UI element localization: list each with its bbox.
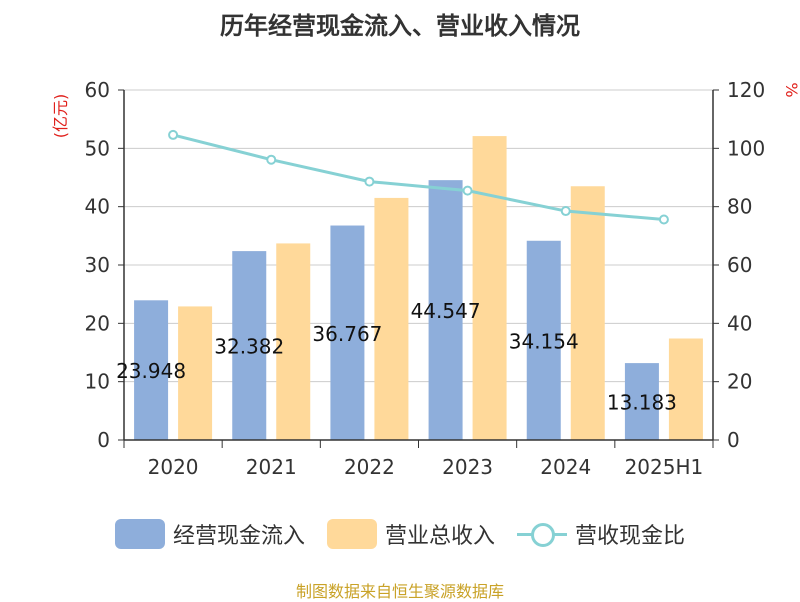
x-tick-label: 2022 (344, 455, 395, 479)
legend-item-revenue[interactable]: 营业总收入 (326, 518, 495, 550)
left-axis-unit: (亿元) (51, 94, 70, 139)
ratio-point (560, 206, 571, 217)
right-tick-label: 80 (727, 195, 752, 219)
left-tick-label: 20 (85, 311, 110, 335)
bar-revenue (178, 306, 213, 440)
bar-revenue (276, 243, 311, 440)
legend-label-revenue: 营业总收入 (384, 524, 495, 549)
bar-revenue (472, 136, 507, 441)
right-tick-label: 100 (727, 136, 765, 160)
bar-revenue (374, 197, 409, 440)
bar-cash-inflow (134, 300, 169, 440)
legend-swatch-ratio (517, 519, 567, 549)
legend-item-cash-inflow[interactable]: 经营现金流入 (114, 518, 305, 550)
data-label-cash-inflow: 36.767 (312, 322, 382, 346)
data-label-cash-inflow: 44.547 (411, 299, 481, 323)
x-tick-label: 2024 (540, 455, 591, 479)
x-tick-label: 2021 (246, 455, 297, 479)
ratio-point (364, 176, 375, 187)
ratio-line (168, 129, 669, 225)
bar-cash-inflow (232, 251, 267, 440)
x-tick-label: 2025H1 (625, 455, 704, 479)
bar-revenue (570, 186, 605, 440)
right-tick-label: 120 (727, 78, 765, 102)
left-tick-label: 10 (85, 370, 110, 394)
ratio-point (168, 129, 179, 140)
left-tick-label: 40 (85, 195, 110, 219)
left-tick-label: 0 (97, 428, 110, 452)
x-tick-label: 2023 (442, 455, 493, 479)
left-tick-label: 50 (85, 136, 110, 160)
legend: 经营现金流入 营业总收入 营收现金比 (0, 518, 800, 550)
legend-swatch-cash-inflow (114, 519, 165, 549)
ratio-point (658, 214, 669, 225)
right-tick-label: 60 (727, 253, 752, 277)
right-tick-label: 40 (727, 311, 752, 335)
legend-swatch-revenue (326, 519, 377, 549)
grid-lines (124, 89, 713, 383)
chart-title: 历年经营现金流入、营业收入情况 (220, 12, 580, 40)
data-labels: 23.948 32.382 36.767 44.547 34.154 13.183 (116, 299, 677, 414)
bar-revenue (668, 338, 703, 440)
left-tick-label: 30 (85, 253, 110, 277)
right-axis-unit: % (782, 82, 800, 97)
data-label-cash-inflow: 23.948 (116, 359, 186, 383)
bar-cash-inflow (624, 363, 659, 440)
bar-cash-inflow (428, 180, 463, 440)
ratio-point (462, 185, 473, 196)
axes: 0 10 20 30 40 50 60 0 20 40 60 80 100 120 (亿元)% 2020 202… (51, 78, 800, 479)
right-tick-label: 0 (727, 428, 740, 452)
source-note: 制图数据来自恒生聚源数据库 (295, 582, 504, 601)
data-label-cash-inflow: 34.154 (509, 329, 579, 353)
x-tick-label: 2020 (148, 455, 199, 479)
right-tick-label: 20 (727, 370, 752, 394)
ratio-point (266, 154, 277, 165)
bar-cash-inflow (526, 240, 561, 440)
data-label-cash-inflow: 13.183 (607, 391, 677, 415)
bars (134, 136, 703, 441)
left-tick-label: 60 (85, 78, 110, 102)
bar-cash-inflow (330, 225, 365, 440)
data-label-cash-inflow: 32.382 (214, 335, 284, 359)
legend-label-cash-inflow: 经营现金流入 (172, 524, 305, 549)
legend-item-ratio[interactable]: 营收现金比 (517, 518, 685, 550)
legend-label-ratio: 营收现金比 (575, 524, 686, 549)
ratio-line-path (172, 133, 665, 221)
